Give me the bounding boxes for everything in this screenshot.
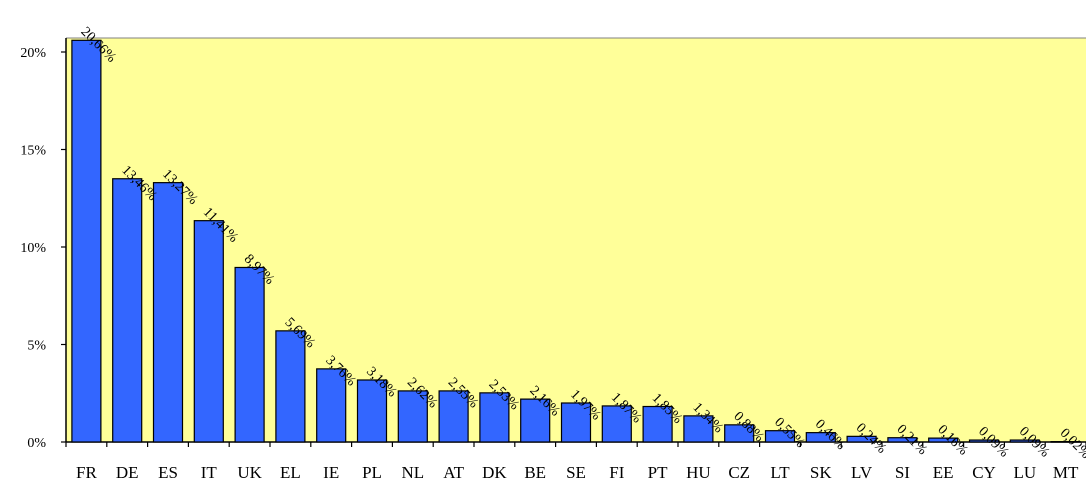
x-tick-label-cz: CZ xyxy=(728,463,750,482)
bar-hu xyxy=(683,415,714,443)
x-tick-label-se: SE xyxy=(566,463,586,482)
x-tick-label-ee: EE xyxy=(933,463,954,482)
bar-cz xyxy=(724,424,755,443)
bar-pl xyxy=(356,379,388,443)
x-tick-label-nl: NL xyxy=(401,463,424,482)
x-tick-label-hu: HU xyxy=(686,463,711,482)
bar-sk xyxy=(805,432,836,443)
bar-lt xyxy=(764,430,796,443)
x-tick-label-lv: LV xyxy=(851,463,873,482)
bar-at xyxy=(438,390,469,443)
x-tick-label-pt: PT xyxy=(648,463,668,482)
bar-ee xyxy=(928,437,959,443)
bar-dk xyxy=(479,392,510,443)
x-ticks xyxy=(65,442,1086,447)
bar-mt xyxy=(1050,441,1081,443)
bar-it xyxy=(193,220,224,443)
x-tick-label-dk: DK xyxy=(482,463,507,482)
x-tick-label-si: SI xyxy=(895,463,910,482)
x-tick-label-fi: FI xyxy=(609,463,624,482)
bar-fr xyxy=(71,39,102,443)
y-ticks: 0% 5% 10% 15% 20% xyxy=(20,46,66,451)
x-tick-label-lu: LU xyxy=(1013,463,1036,482)
bar-es xyxy=(152,182,184,443)
x-tick-label-be: BE xyxy=(524,463,546,482)
bar-se xyxy=(560,402,592,443)
x-tick-label-ie: IE xyxy=(323,463,339,482)
bar-uk xyxy=(234,266,265,443)
y-tick-label: 20% xyxy=(20,46,46,61)
y-tick-label: 15% xyxy=(20,144,46,159)
bar-pt xyxy=(642,405,673,443)
x-tick-label-it: IT xyxy=(201,463,218,482)
bar-fi xyxy=(601,405,632,443)
x-tick-label-at: AT xyxy=(443,463,464,482)
x-tick-label-uk: UK xyxy=(237,463,262,482)
bar-el xyxy=(275,330,306,443)
x-tick-label-es: ES xyxy=(158,463,178,482)
x-tick-label-de: DE xyxy=(116,463,139,482)
bars xyxy=(71,39,1081,443)
x-tick-labels: FR DE ES IT UK EL IE PL NL AT DK BE SE FI PT HU CZ LT SK LV… xyxy=(76,463,1079,482)
bar-lv xyxy=(846,435,877,443)
x-tick-label-sk: SK xyxy=(810,463,832,482)
y-tick-label: 10% xyxy=(20,241,46,256)
y-tick-label: 0% xyxy=(27,436,46,451)
x-tick-label-mt: MT xyxy=(1053,463,1079,482)
x-tick-label-lt: LT xyxy=(770,463,790,482)
x-tick-label-cy: CY xyxy=(972,463,996,482)
bar-be xyxy=(520,398,551,443)
bar-nl xyxy=(397,390,428,443)
x-tick-label-pl: PL xyxy=(362,463,382,482)
bar-lu xyxy=(1009,439,1040,443)
y-tick-label: 5% xyxy=(27,339,46,354)
bar-cy xyxy=(968,439,1000,443)
bar-de xyxy=(112,178,143,443)
bar-si xyxy=(887,437,918,443)
bar-ie xyxy=(316,368,347,443)
x-tick-label-fr: FR xyxy=(76,463,97,482)
x-tick-label-el: EL xyxy=(280,463,301,482)
